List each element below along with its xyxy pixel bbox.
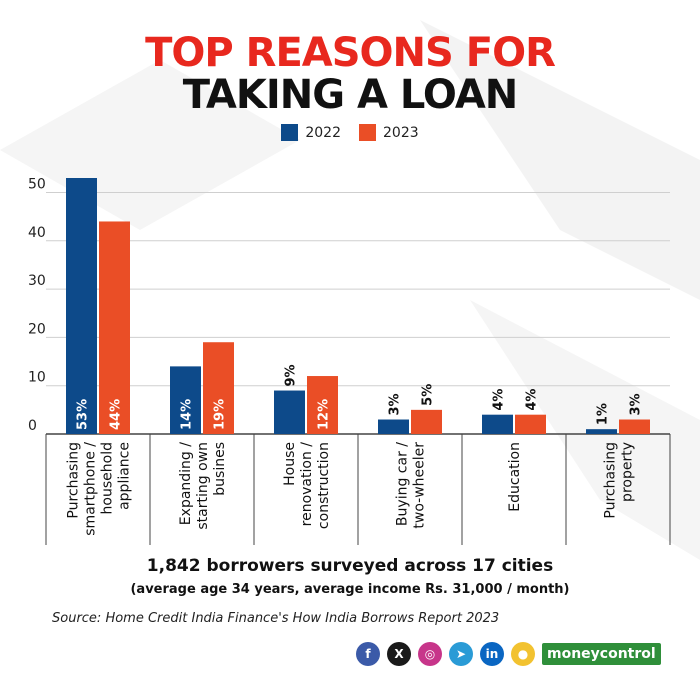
y-tick-label-30: 30 <box>28 273 46 289</box>
bar-2022-cat-5 <box>586 429 617 434</box>
x-tick-label-cat-0-line-0: Purchasing <box>66 442 82 519</box>
bar-2022-cat-0 <box>66 178 97 434</box>
x-tick-label-cat-4-line-0: Education <box>507 442 523 512</box>
legend-label-2022: 2022 <box>305 124 341 141</box>
telegram-glyph: ➤ <box>455 647 467 661</box>
bar-2023-cat-2 <box>307 376 338 434</box>
x-tick-label-cat-1-line-1: starting own <box>195 442 211 530</box>
x-tick-label-cat-0-line-1: smartphone / <box>83 442 99 536</box>
x-tick-label-cat-2-line-1: renovation / <box>299 442 315 527</box>
data-label-2022-cat-2: 9% <box>284 364 299 386</box>
x-tick-label-cat-3-line-1: two-wheeler <box>412 442 428 529</box>
instagram-icon[interactable]: ◎ <box>418 642 442 666</box>
bar-2023-cat-0 <box>99 221 130 434</box>
survey-summary: 1,842 borrowers surveyed across 17 citie… <box>146 556 554 576</box>
y-tick-label-20: 20 <box>28 321 46 337</box>
telegram-icon[interactable]: ➤ <box>449 642 473 666</box>
koo-glyph: ● <box>517 647 529 661</box>
legend-item-2022: 2022 <box>281 124 341 141</box>
bar-2022-cat-3 <box>378 419 409 434</box>
x-tick-label-cat-5-line-1: property <box>620 442 636 502</box>
legend-swatch-2022 <box>281 124 299 141</box>
data-label-2023-cat-3: 5% <box>421 384 436 406</box>
moneycontrol-logo: money control <box>542 643 661 665</box>
linkedin-icon[interactable]: in <box>480 642 504 666</box>
source-note: Source: Home Credit India Finance's How … <box>52 611 500 626</box>
data-label-2023-cat-4: 4% <box>525 389 540 411</box>
y-tick-label-0: 0 <box>28 418 37 434</box>
x-tick-label-cat-5-line-0: Purchasing <box>603 442 619 519</box>
data-label-2022-cat-5: 1% <box>596 403 611 425</box>
legend-label-2023: 2023 <box>383 124 419 141</box>
x-tick-label-cat-1-line-0: Expanding / <box>178 442 194 525</box>
bar-2022-cat-1 <box>170 366 201 434</box>
chart-legend: 2022 2023 <box>0 124 700 141</box>
y-tick-label-10: 10 <box>28 370 46 386</box>
data-label-2022-cat-3: 3% <box>388 393 403 415</box>
x-icon[interactable]: X <box>387 642 411 666</box>
bar-2023-cat-1 <box>203 342 234 434</box>
bar-2022-cat-4 <box>482 414 513 434</box>
instagram-glyph: ◎ <box>424 647 436 661</box>
bar-2022-cat-2 <box>274 390 305 434</box>
chart-title-line-2: TAKING A LOAN <box>182 72 519 118</box>
logo-part-1: money <box>547 646 600 662</box>
facebook-glyph: f <box>365 647 371 661</box>
chart-title-line-1: TOP REASONS FOR <box>145 30 556 76</box>
social-icons: f X ◎ ➤ in ● money control <box>356 642 661 666</box>
y-tick-label-50: 50 <box>28 176 46 192</box>
bar-2023-cat-3 <box>411 409 442 434</box>
x-tick-label-cat-0-line-3: appliance <box>117 442 133 510</box>
y-tick-label-40: 40 <box>28 225 46 241</box>
x-tick-label-cat-0-line-2: household <box>100 442 116 514</box>
data-label-2023-cat-5: 3% <box>629 393 644 415</box>
data-label-2023-cat-2: 12% <box>317 399 332 430</box>
x-glyph: X <box>394 647 404 661</box>
survey-details: (average age 34 years, average income Rs… <box>130 582 570 597</box>
data-label-2022-cat-0: 53% <box>76 399 91 430</box>
legend-item-2023: 2023 <box>359 124 419 141</box>
data-label-2022-cat-1: 14% <box>180 399 195 430</box>
x-tick-label-cat-2-line-2: construction <box>316 442 332 529</box>
data-label-2023-cat-1: 19% <box>213 399 228 430</box>
facebook-icon[interactable]: f <box>356 642 380 666</box>
linkedin-glyph: in <box>485 647 499 661</box>
bar-2023-cat-5 <box>619 419 650 434</box>
koo-icon[interactable]: ● <box>511 642 535 666</box>
data-label-2023-cat-0: 44% <box>109 399 124 430</box>
x-tick-label-cat-1-line-2: busines <box>212 442 228 496</box>
x-tick-label-cat-3-line-0: Buying car / <box>395 442 411 526</box>
logo-part-2: control <box>599 646 656 662</box>
data-label-2022-cat-4: 4% <box>492 389 507 411</box>
x-tick-label-cat-2-line-0: House <box>282 442 298 486</box>
bar-2023-cat-4 <box>515 414 546 434</box>
legend-swatch-2023 <box>359 124 376 141</box>
